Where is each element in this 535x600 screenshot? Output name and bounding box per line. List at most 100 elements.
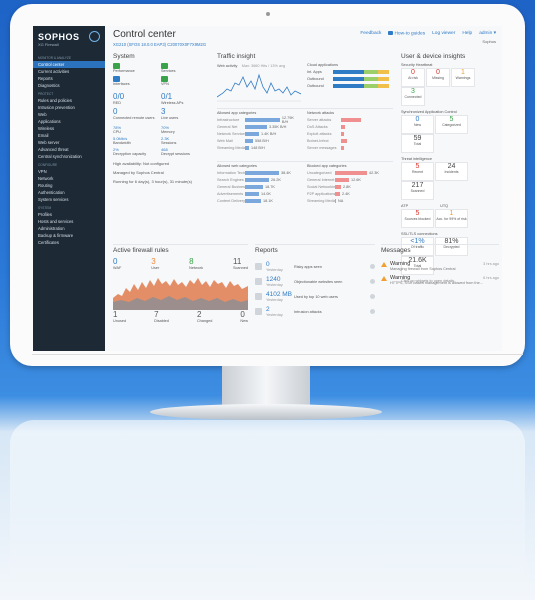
status-label: Services: [161, 69, 176, 73]
sidebar-item[interactable]: Administration: [38, 226, 65, 231]
system-stat[interactable]: 3 Live users: [161, 107, 209, 120]
help-link[interactable]: Help: [462, 31, 473, 36]
info-icon[interactable]: [370, 294, 375, 299]
insight-tile[interactable]: 59 Total: [401, 134, 434, 153]
insight-tile[interactable]: 5 Sources blocked: [401, 209, 434, 228]
allowed-web-widget[interactable]: Allowed web categories Information Tech 3…: [217, 164, 301, 203]
firewall-stat[interactable]: 7 Disabled: [154, 310, 169, 323]
firewall-stat[interactable]: 3 User: [151, 257, 159, 270]
message-items: Warning 3 hrs ago Managing firewall from S…: [381, 261, 499, 285]
insight-tile[interactable]: 24 Incidents: [435, 162, 468, 181]
system-stat[interactable]: 5.0Mb/s Bandwidth: [113, 136, 161, 145]
sidebar-item[interactable]: Web: [38, 112, 47, 117]
insight-tile[interactable]: 1 Warnings: [451, 68, 475, 87]
firewall-stat[interactable]: 8 Network: [189, 257, 203, 270]
sidebar-item[interactable]: Email: [38, 133, 49, 138]
network-attacks-widget[interactable]: Network attacks Server attacks DoS Attack…: [307, 111, 393, 150]
sidebar-item[interactable]: Control center: [33, 61, 105, 68]
cloud-apps-widget[interactable]: Cloud applications Int. Apps Outbound Outb…: [307, 63, 393, 88]
firewall-rules-panel[interactable]: Active firewall rules 0 WAF 3 User 8 Network 1…: [113, 244, 248, 345]
sidebar-item[interactable]: Hosts and services: [38, 219, 74, 224]
sidebar-item[interactable]: Profiles: [38, 212, 52, 217]
insight-tile[interactable]: 0 Missing: [426, 68, 450, 87]
sidebar-item[interactable]: Applications: [38, 119, 61, 124]
firewall-stat[interactable]: 0 New: [240, 310, 248, 323]
message-item[interactable]: Warning 3 hrs ago Managing firewall from S…: [381, 261, 499, 271]
system-status-item[interactable]: VPN: [161, 76, 209, 86]
insight-tile[interactable]: 5 Categorized: [435, 115, 468, 134]
ha-status[interactable]: High availability: Not configured: [113, 161, 170, 166]
insight-tile[interactable]: 0 New: [401, 115, 434, 134]
insight-tile[interactable]: 3 Connected: [401, 87, 425, 106]
sidebar-item[interactable]: Certificates: [38, 240, 59, 245]
admin-menu[interactable]: admin ▾: [479, 31, 496, 36]
sidebar-item[interactable]: Current activities: [38, 69, 70, 74]
allowed-app-widget[interactable]: Allowed app categories Infrastructure 12.…: [217, 111, 301, 150]
sidebar-item[interactable]: Web server: [38, 140, 60, 145]
info-icon[interactable]: [370, 279, 375, 284]
feedback-link[interactable]: Feedback: [360, 31, 382, 36]
sidebar-item[interactable]: Authentication: [38, 190, 65, 195]
sidebar-item[interactable]: Intrusion prevention: [38, 105, 75, 110]
message-level: Warning: [390, 275, 411, 281]
category-row: Uncategorized 42.3K: [307, 170, 393, 175]
system-stat[interactable]: 2.3K Sessions: [161, 136, 209, 145]
system-stat[interactable]: 468 Decrypt sessions: [161, 147, 209, 156]
info-icon[interactable]: [370, 309, 375, 314]
insight-tile[interactable]: 0 At risk: [401, 68, 425, 87]
sidebar-item[interactable]: Routing: [38, 183, 53, 188]
blocked-app-widget[interactable]: Blocked app categories Uncategorized 42.3…: [307, 164, 393, 203]
sidebar-item[interactable]: Wireless: [38, 126, 55, 131]
device-info[interactable]: XG210 (SFOS 18.0.0 EAP3) C20070X0F7X9M2G: [113, 42, 207, 47]
sidebar-item[interactable]: System services: [38, 197, 69, 202]
tile-label: Sources blocked: [404, 217, 431, 221]
system-stat[interactable]: 70% Memory: [161, 125, 209, 134]
cloud-row: Outbound: [307, 77, 393, 81]
system-stat[interactable]: 0 Connected remote users: [113, 107, 161, 120]
firewall-stat[interactable]: 0 WAF: [113, 257, 121, 270]
sidebar-item[interactable]: Advanced threat: [38, 147, 69, 152]
logviewer-link[interactable]: Log viewer: [432, 31, 456, 36]
uptime: Running for 6 day(s), 3 hour(s), 31 minu…: [113, 179, 192, 184]
sidebar-item[interactable]: Backup & firmware: [38, 233, 74, 238]
system-status-item[interactable]: Performance: [113, 63, 161, 73]
web-activity-widget[interactable]: Web activity Max: 3660 Hits / 13% avg: [216, 63, 302, 105]
report-item[interactable]: 4102 MB Yesterday Used by top 10 web users: [255, 291, 375, 302]
sidebar-item[interactable]: Rules and policies: [38, 98, 72, 103]
attack-rows: Server attacks DoS Attacks Exploit attacks…: [307, 117, 393, 150]
system-stat[interactable]: 78% CPU: [113, 125, 161, 134]
stat-value: 2%: [113, 147, 119, 152]
system-stat[interactable]: 2% Decryption capacity: [113, 147, 161, 156]
firewall-stat[interactable]: 1 Unused: [113, 310, 126, 323]
system-status-item[interactable]: Services: [161, 63, 209, 73]
insight-tile[interactable]: 5 Recent: [401, 162, 434, 181]
category-name: Uncategorized: [307, 170, 332, 175]
category-row: General Internet 12.6K: [307, 177, 393, 182]
insight-tile[interactable]: 81% Decrypted: [435, 237, 468, 256]
tile-value: 217: [411, 182, 424, 189]
top-links: Feedback How-to guides Log viewer Help a…: [360, 31, 496, 36]
report-item[interactable]: 0 Yesterday Risky apps seen: [255, 261, 375, 272]
firewall-stat[interactable]: 2 Changed: [197, 310, 212, 323]
sidebar-item[interactable]: VPN: [38, 169, 47, 174]
insight-tile[interactable]: 1 Acc. for 99% of risk: [435, 209, 468, 228]
message-item[interactable]: Warning 6 hrs ago HTTPS, SSH based managem…: [381, 275, 499, 285]
system-status-item[interactable]: Interfaces: [113, 76, 161, 86]
info-icon[interactable]: [370, 264, 375, 269]
report-metric: 1240 Yesterday: [266, 276, 294, 287]
firewall-stat-value: 3: [151, 257, 156, 266]
system-stat[interactable]: 0/0 RED: [113, 92, 161, 105]
report-item[interactable]: 2 Yesterday Intrusion attacks: [255, 306, 375, 317]
system-stat[interactable]: 0/1 Wireless APs: [161, 92, 209, 105]
guides-link[interactable]: How-to guides: [388, 31, 425, 36]
firewall-stat[interactable]: 11 Scanned: [233, 257, 248, 270]
category-row: Infrastructure 12.79K B/H: [217, 116, 301, 124]
insight-tile[interactable]: 217 Scanned: [401, 181, 434, 200]
sidebar-item[interactable]: Network: [38, 176, 54, 181]
report-item[interactable]: 1240 Yesterday Objectionable websites seen: [255, 276, 375, 287]
sidebar-item[interactable]: Reports: [38, 76, 53, 81]
insight-tile[interactable]: 21.6K Total: [401, 256, 434, 275]
sidebar-item[interactable]: Diagnostics: [38, 83, 60, 88]
sidebar-item[interactable]: Central synchronization: [38, 154, 82, 159]
tile-value: 5: [449, 116, 454, 123]
